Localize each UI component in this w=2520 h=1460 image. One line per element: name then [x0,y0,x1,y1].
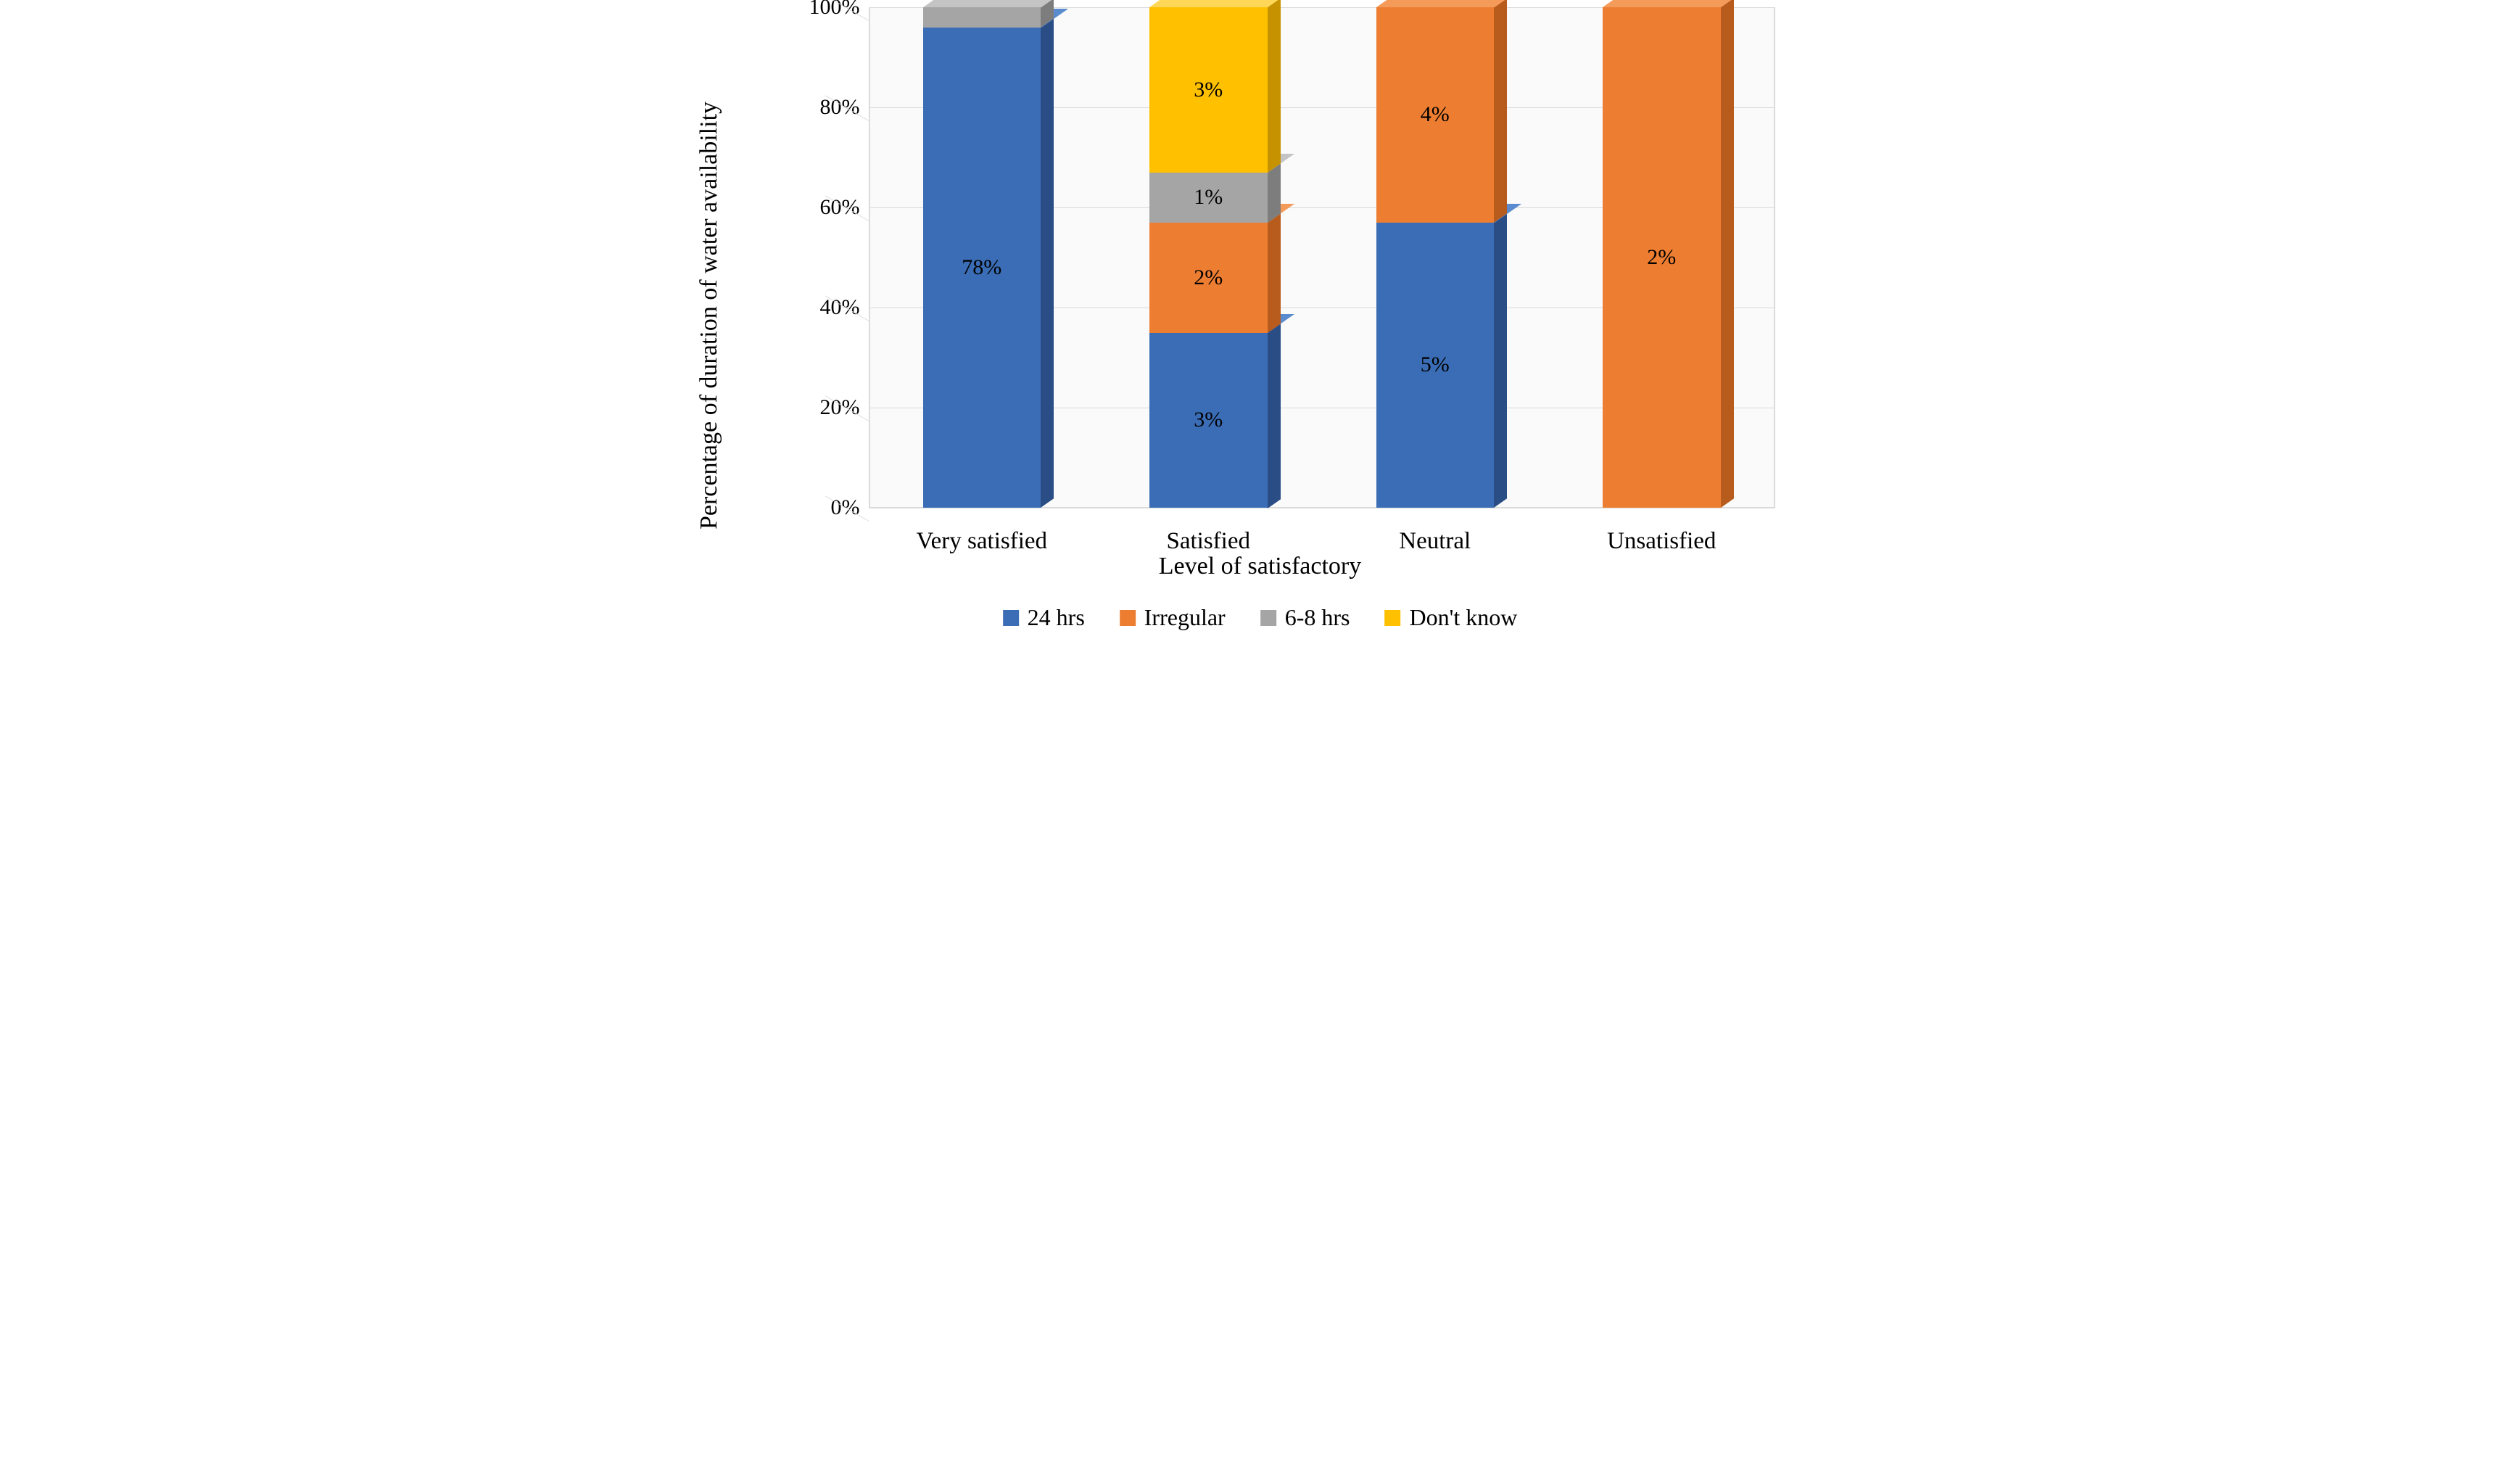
bar-segment: 3% [1149,333,1268,508]
legend-label: Don't know [1409,604,1517,631]
legend-item: 24 hrs [1003,604,1085,631]
legend-swatch [1260,610,1276,626]
bar-segment: 2% [1603,7,1721,508]
y-tick-label: 0% [831,495,869,520]
water-availability-chart: Percentage of duration of water availabi… [716,0,1804,631]
bar-column: 5%4% [1376,7,1495,508]
bar-segment: 2% [923,7,1041,28]
legend-swatch [1120,610,1136,626]
bar-segment: 1% [1149,173,1268,223]
legend-item: Don't know [1384,604,1517,631]
legend-label: 6-8 hrs [1285,604,1350,631]
plot-area: 0%20%40%60%80%100% 78%2%3%2%1%3%5%4%2% V… [869,7,1775,508]
legend-item: 6-8 hrs [1260,604,1350,631]
legend-swatch [1384,610,1400,626]
x-category-label: Neutral [1399,508,1471,555]
legend: 24 hrs Irregular 6-8 hrs Don't know [1003,604,1518,631]
legend-swatch [1003,610,1019,626]
x-category-label: Satisfied [1167,508,1250,555]
x-axis-title: Level of satisfactory [1159,553,1361,580]
bar-segment: 5% [1376,223,1495,508]
bar-segment: 2% [1149,223,1268,333]
x-category-label: Unsatisfied [1607,508,1716,555]
legend-label: 24 hrs [1028,604,1085,631]
bar-column: 2% [1603,7,1721,508]
bar-column: 78%2% [923,7,1041,508]
bar-segment: 4% [1376,7,1495,223]
legend-label: Irregular [1144,604,1226,631]
legend-item: Irregular [1120,604,1226,631]
bar-segment: 78% [923,28,1041,508]
x-category-label: Very satisfied [916,508,1047,555]
y-axis-title: Percentage of duration of water availabi… [695,102,723,529]
bar-column: 3%2%1%3% [1149,7,1268,508]
bar-segment: 3% [1149,7,1268,173]
